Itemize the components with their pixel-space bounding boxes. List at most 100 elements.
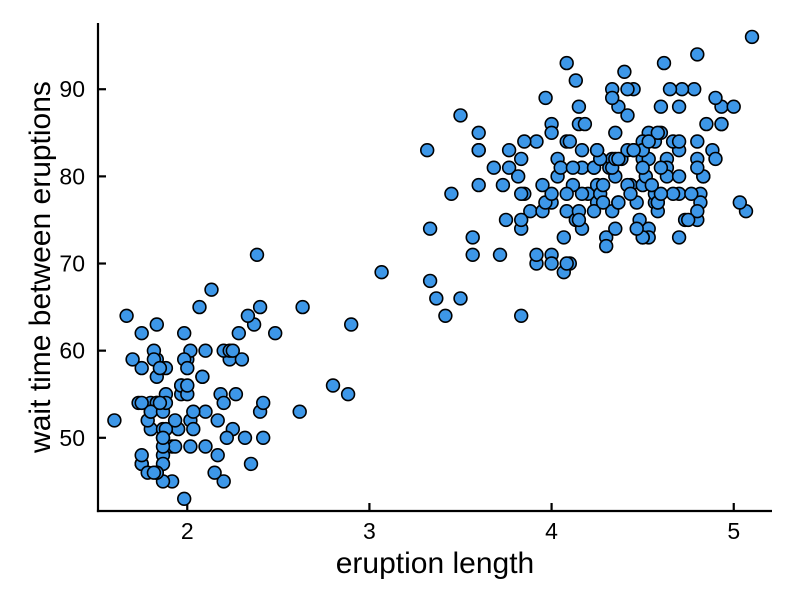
data-point [708,151,723,167]
data-point [243,456,259,472]
data-point [641,134,656,149]
data-point [571,212,587,228]
data-point [577,116,593,132]
data-point [513,151,529,167]
data-point [180,360,195,376]
data-point [125,352,140,367]
data-point [674,81,690,97]
data-point [216,395,231,411]
data-point [671,99,687,114]
data-point [620,108,635,123]
data-point [544,256,559,271]
data-point [167,439,183,454]
data-point [180,378,195,393]
data-point [686,81,702,97]
data-point [574,186,590,202]
data-point [471,143,486,158]
data-point [183,439,198,454]
data-point [228,387,244,402]
data-point [177,491,192,506]
data-point [249,247,265,263]
data-point [219,430,235,445]
data-point [671,169,687,184]
y-axis-label: wait time between eruptions [24,81,57,454]
data-point [501,143,517,158]
data-point [134,360,149,376]
data-point [340,387,356,402]
data-point [152,395,168,411]
data-point [568,73,583,88]
data-point [501,160,517,175]
data-point [562,134,577,149]
data-point [438,308,453,323]
data-point [565,160,581,175]
data-point [231,326,247,341]
data-point [732,195,747,210]
data-point [559,55,574,71]
data-point [653,99,669,114]
y-tick-label: 70 [59,251,85,277]
data-point [513,308,529,323]
data-point [207,465,222,480]
data-point [225,343,241,358]
data-point [465,247,480,263]
data-point [453,291,468,306]
data-point [671,134,687,149]
data-point [134,326,149,341]
y-tick-label: 80 [59,163,85,189]
data-point [325,378,341,393]
data-point [629,221,644,236]
data-point [535,177,550,193]
data-point [195,369,210,384]
data-point [511,169,526,184]
data-point [656,55,672,71]
data-point [662,81,678,97]
data-point [134,448,149,463]
axes-layer: 2 3 4 5 50 60 70 80 90 [59,23,772,544]
data-point [623,186,638,202]
data-point [665,186,681,202]
data-point [559,256,574,271]
data-point [420,143,435,158]
data-point [495,177,511,193]
data-point [486,160,501,175]
data-point [192,299,207,315]
data-point [598,238,614,254]
data-point [690,160,705,175]
data-point [726,99,741,114]
data-point [198,439,213,454]
data-point [198,404,213,419]
data-point [620,81,635,97]
data-point [544,186,559,202]
data-point [465,230,480,245]
data-point [210,448,225,463]
data-point [256,430,271,445]
x-tick-label: 3 [363,518,376,544]
data-point [635,160,650,175]
data-point [444,186,459,202]
data-point [134,395,149,411]
data-point [186,421,201,437]
data-point [595,195,611,210]
data-point [690,134,705,149]
data-point [292,404,307,419]
data-point [152,360,168,376]
data-point [626,143,641,158]
data-point [422,221,438,236]
data-point [744,29,760,45]
data-point [429,291,444,306]
data-point [167,413,183,428]
data-point [146,465,162,480]
data-point [198,343,213,358]
data-point [544,125,559,141]
data-point [186,404,201,419]
x-tick-label: 2 [181,518,194,544]
data-point [595,177,611,193]
data-point [149,317,165,332]
data-point [571,99,587,114]
data-point [453,108,468,123]
data-point [498,212,514,228]
data-point [604,90,620,106]
